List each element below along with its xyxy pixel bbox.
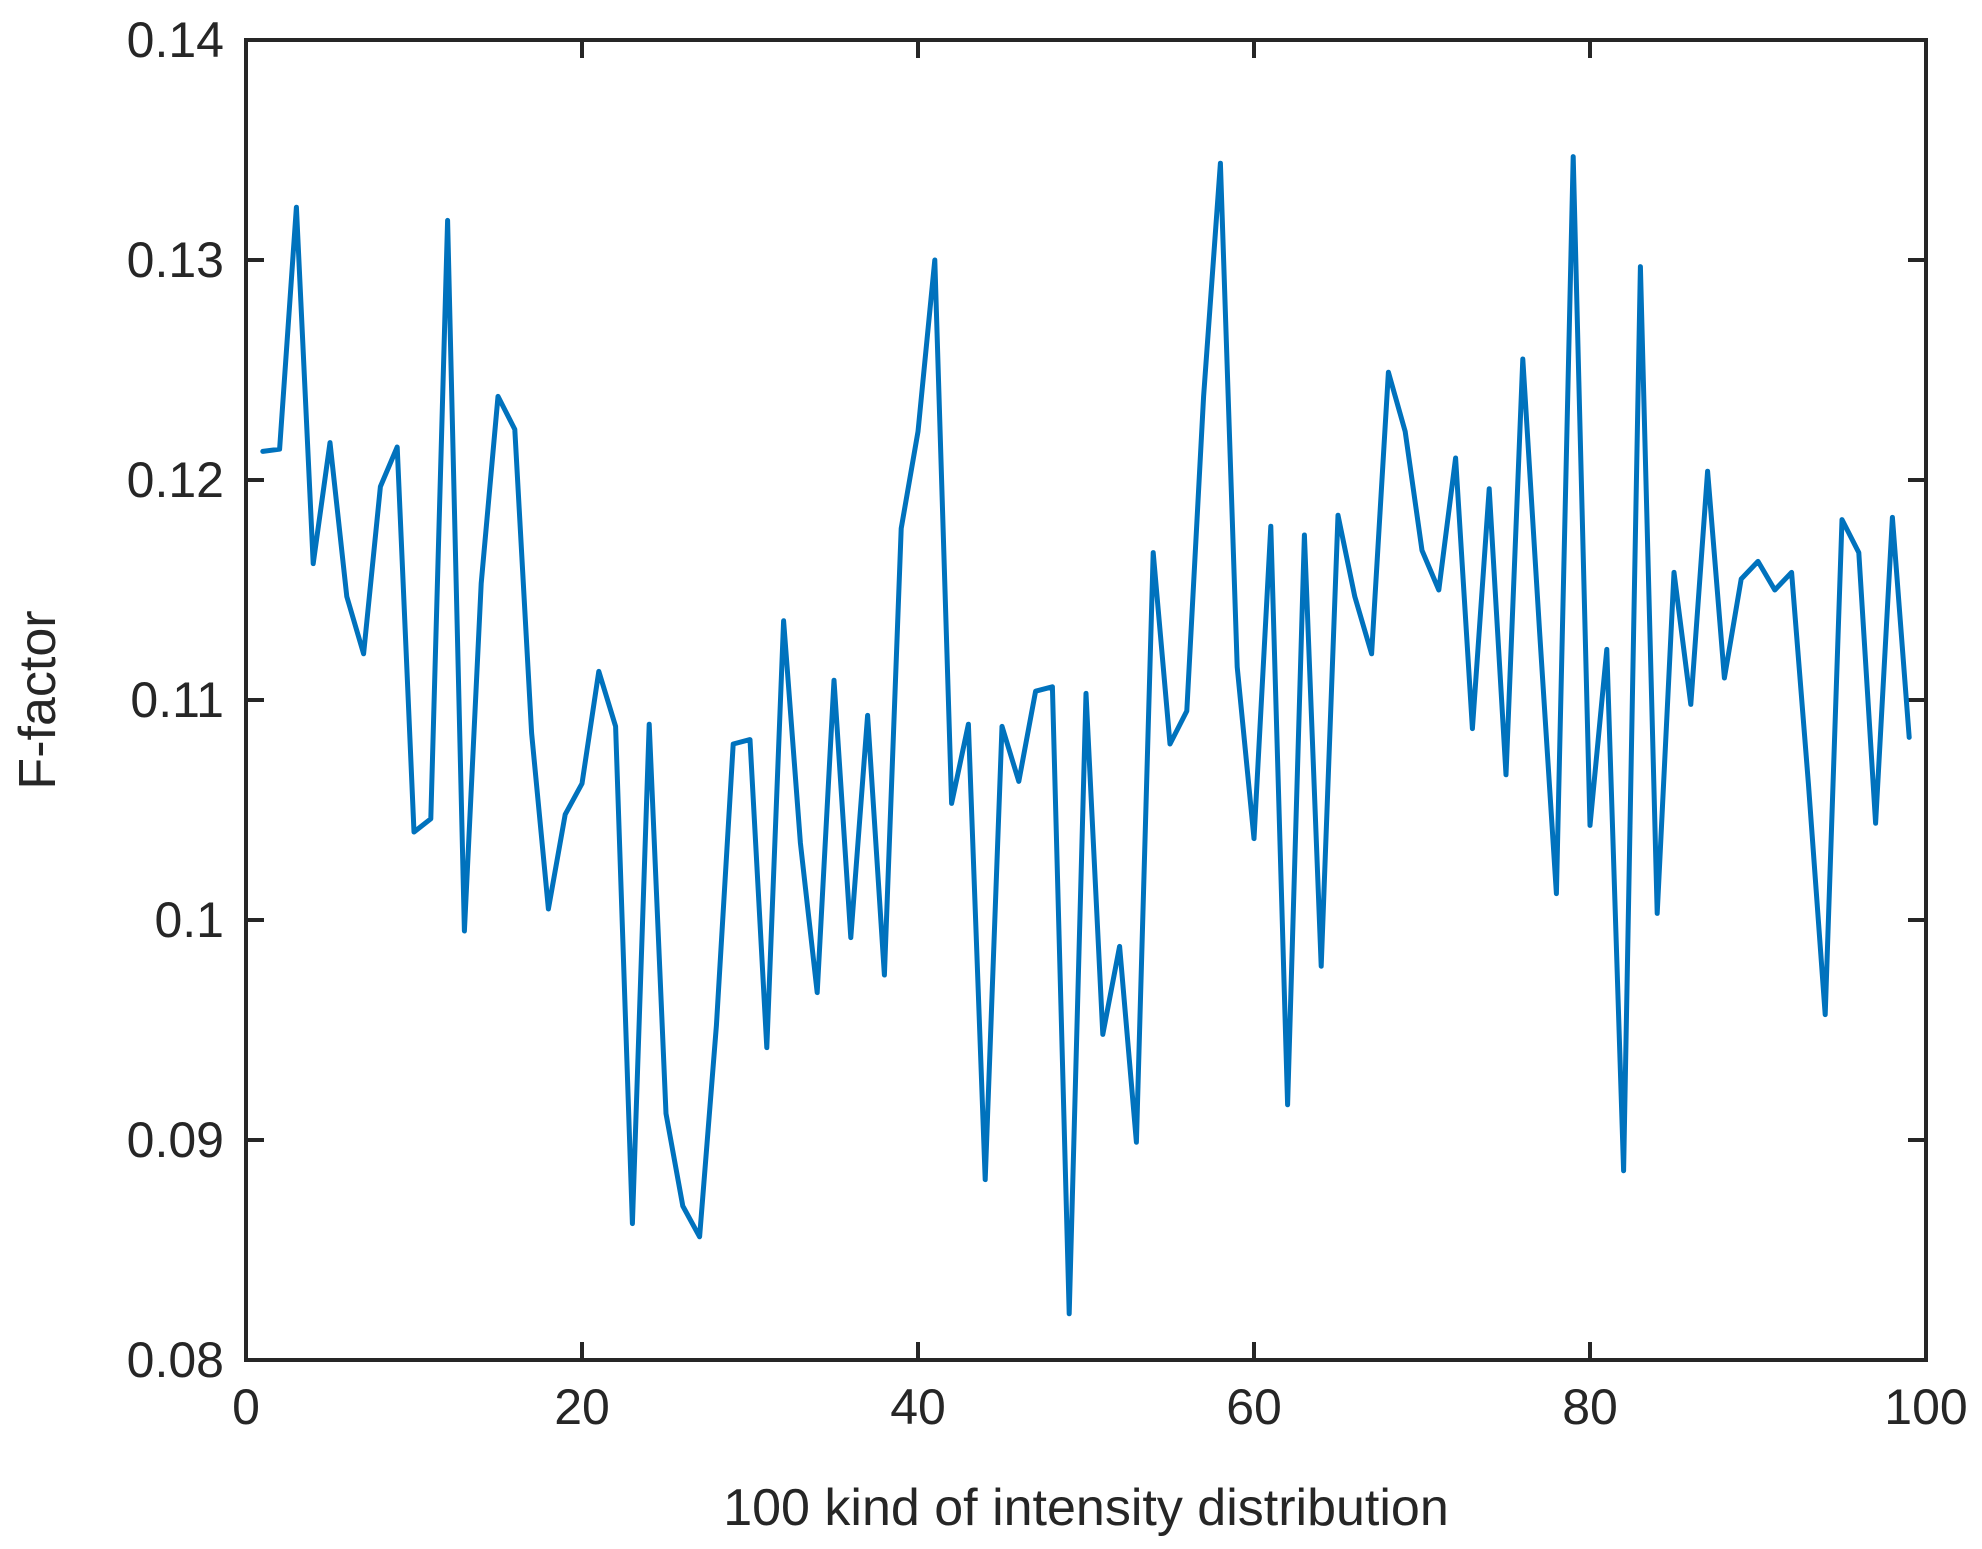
x-tick-label: 0 bbox=[232, 1379, 260, 1435]
x-tick-label: 20 bbox=[554, 1379, 610, 1435]
y-tick-label: 0.14 bbox=[127, 12, 224, 68]
y-tick-label: 0.11 bbox=[130, 672, 224, 728]
x-axis-title: 100 kind of intensity distribution bbox=[723, 1479, 1449, 1537]
series-line-f-factor bbox=[260, 154, 1912, 1317]
y-tick-label: 0.08 bbox=[127, 1332, 224, 1388]
y-axis-title: F-factor bbox=[9, 610, 67, 789]
x-tick-label: 100 bbox=[1884, 1379, 1967, 1435]
y-tick-label: 0.12 bbox=[127, 452, 224, 508]
y-tick-label: 0.09 bbox=[127, 1112, 224, 1168]
y-tick-label: 0.13 bbox=[127, 232, 224, 288]
x-tick-label: 40 bbox=[890, 1379, 946, 1435]
axes-box bbox=[244, 38, 1928, 1362]
y-tick-label: 0.1 bbox=[154, 892, 224, 948]
axis-tick-labels: 0 20 40 60 80 100 0.08 0.09 0.1 0.11 0.12 0.13 0.14 bbox=[127, 12, 1968, 1435]
x-tick-label: 60 bbox=[1226, 1379, 1282, 1435]
x-tick-label: 80 bbox=[1562, 1379, 1618, 1435]
